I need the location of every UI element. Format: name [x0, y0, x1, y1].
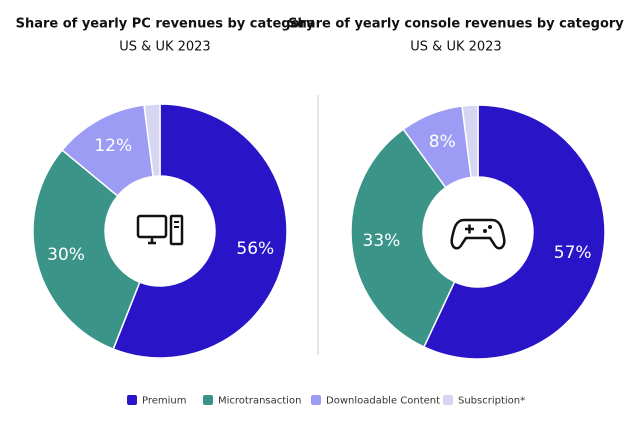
slice [32, 148, 141, 351]
data-label: 56% [236, 239, 274, 259]
slice [350, 128, 456, 348]
legend-label: Premium [142, 396, 187, 407]
chart-title: Share of yearly PC revenues by category [16, 17, 315, 32]
legend-swatch [203, 395, 213, 405]
slice [112, 103, 288, 359]
chart-subtitle: US & UK 2023 [410, 40, 501, 55]
legend-swatch [127, 395, 137, 405]
legend-swatch [443, 395, 453, 405]
slice [143, 103, 161, 178]
icons [136, 214, 506, 250]
icon-part [488, 225, 492, 229]
slice [461, 104, 479, 179]
icon-part [148, 237, 156, 245]
icon-part [174, 221, 179, 228]
data-label: 33% [363, 231, 401, 251]
slice [422, 104, 606, 360]
chart-subtitle: US & UK 2023 [119, 40, 210, 55]
data-label: 8% [429, 132, 456, 152]
data-label: 57% [554, 243, 592, 263]
legend-label: Subscription* [458, 396, 525, 407]
legend-label: Downloadable Content [326, 396, 440, 407]
legend-label: Microtransaction [218, 396, 301, 407]
icon-part [483, 229, 487, 233]
icon-part [450, 218, 506, 250]
icon-part [465, 224, 474, 234]
icon-part [136, 214, 168, 239]
icon-part [169, 214, 184, 246]
data-label: 12% [94, 136, 132, 156]
legend-swatch [311, 395, 321, 405]
chart-title: Share of yearly console revenues by cate… [288, 17, 624, 32]
data-label: 30% [47, 245, 85, 265]
